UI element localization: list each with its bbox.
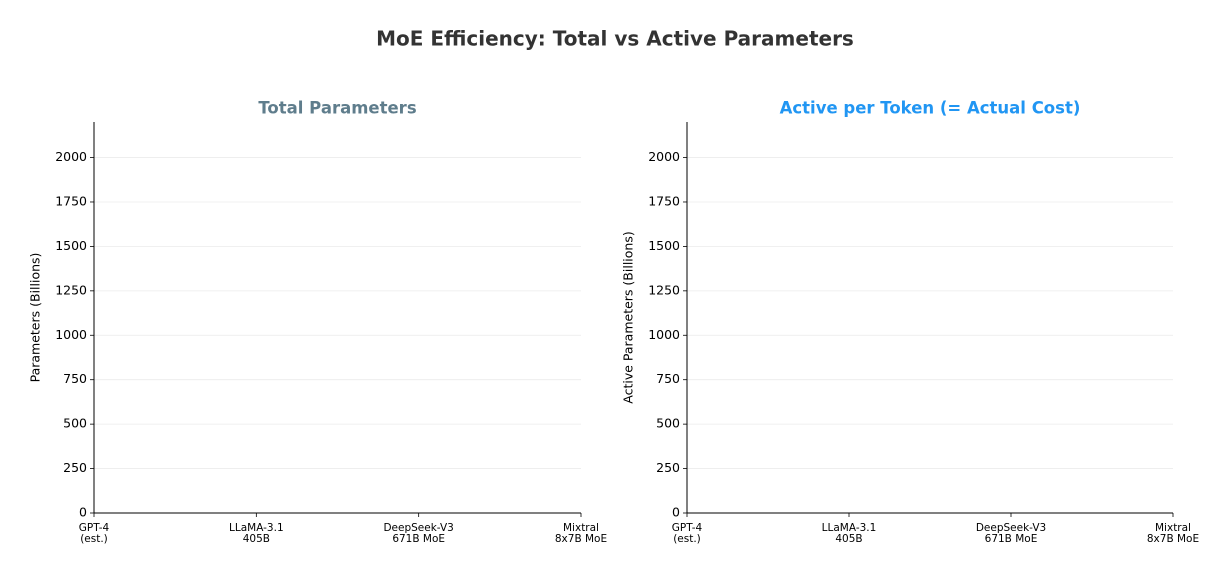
x-tick-label: GPT-4 (est.) [79, 522, 110, 545]
y-axis-label: Parameters (Billions) [28, 253, 43, 383]
chart-title: Total Parameters [258, 99, 416, 118]
y-tick-label: 1250 [648, 282, 680, 297]
y-axis-label: Active Parameters (Billions) [621, 231, 636, 403]
y-tick-label: 0 [79, 505, 87, 520]
x-tick-label: GPT-4 (est.) [672, 522, 703, 545]
y-tick-label: 1000 [648, 327, 680, 342]
x-tick-label: DeepSeek-V3 671B MoE [976, 522, 1046, 545]
x-tick-label: LLaMA-3.1 405B [229, 522, 284, 545]
y-tick-label: 2000 [648, 149, 680, 164]
chart-title: Active per Token (= Actual Cost) [780, 99, 1081, 118]
y-tick-label: 0 [672, 505, 680, 520]
y-tick-label: 750 [656, 371, 680, 386]
x-tick-label: DeepSeek-V3 671B MoE [383, 522, 453, 545]
y-tick-label: 750 [63, 371, 87, 386]
y-tick-label: 1750 [648, 193, 680, 208]
y-tick-label: 250 [63, 460, 87, 475]
y-tick-label: 1250 [55, 282, 87, 297]
figure-title: MoE Efficiency: Total vs Active Paramete… [376, 27, 854, 51]
x-tick-label: Mixtral 8x7B MoE [1147, 522, 1199, 545]
y-tick-label: 2000 [55, 149, 87, 164]
y-tick-label: 1750 [55, 193, 87, 208]
y-tick-label: 1500 [648, 238, 680, 253]
x-tick-label: Mixtral 8x7B MoE [555, 522, 607, 545]
y-tick-label: 1000 [55, 327, 87, 342]
y-tick-label: 500 [656, 416, 680, 431]
y-tick-label: 500 [63, 416, 87, 431]
y-tick-label: 1500 [55, 238, 87, 253]
x-tick-label: LLaMA-3.1 405B [822, 522, 877, 545]
y-tick-label: 250 [656, 460, 680, 475]
